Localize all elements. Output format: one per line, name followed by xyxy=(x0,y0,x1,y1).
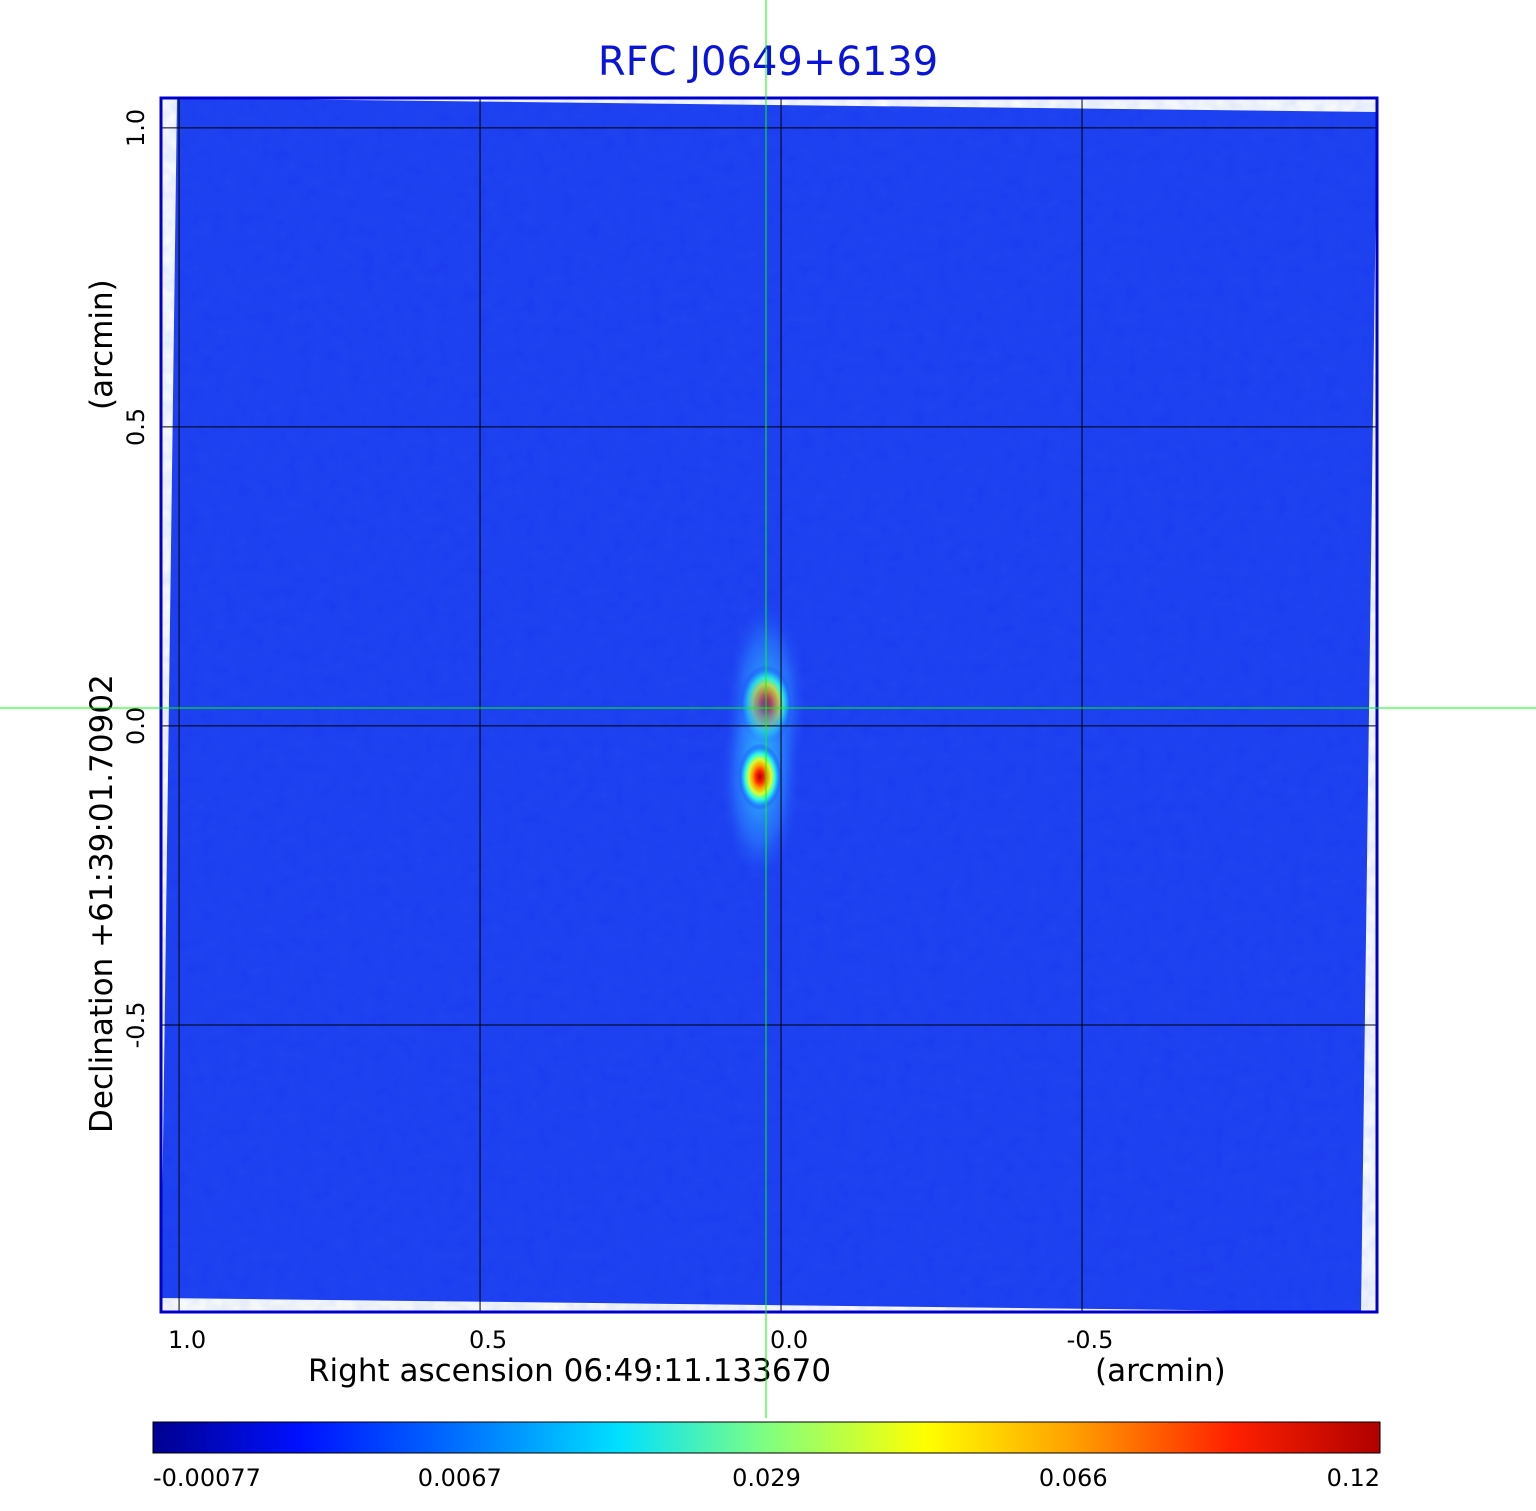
x-tick-label: 1.0 xyxy=(168,1326,206,1354)
plot-area xyxy=(159,96,1379,1314)
x-tick-labels: 1.0 0.5 0.0 -0.5 xyxy=(168,1326,1113,1354)
y-tick-label: 1.0 xyxy=(122,109,150,147)
colorbar-tick-label: 0.029 xyxy=(732,1464,801,1492)
x-tick-label: 0.5 xyxy=(469,1326,507,1354)
colorbar-tick-label: 0.0067 xyxy=(418,1464,502,1492)
y-axis-label: Declination +61:39:01.70902 xyxy=(84,674,120,1133)
colorbar-tick-label: 0.066 xyxy=(1039,1464,1108,1492)
y-tick-label: -0.5 xyxy=(122,1002,150,1049)
y-tick-label: 0.0 xyxy=(122,707,150,745)
x-tick-label: -0.5 xyxy=(1067,1326,1114,1354)
y-tick-labels: 1.0 0.5 0.0 -0.5 xyxy=(122,109,150,1049)
y-tick-label: 0.5 xyxy=(122,408,150,446)
crosshair xyxy=(0,0,1536,1418)
chart-title: RFC J0649+6139 xyxy=(598,39,938,85)
colorbar-tick-labels: -0.00077 0.0067 0.029 0.066 0.12 xyxy=(153,1464,1380,1492)
colorbar-tick-label: -0.00077 xyxy=(153,1464,261,1492)
plot-frame xyxy=(159,96,1379,1314)
source-secondary xyxy=(738,743,782,811)
x-axis-label: Right ascension 06:49:11.133670 xyxy=(308,1353,831,1389)
colorbar xyxy=(152,1421,1381,1454)
y-axis-unit: (arcmin) xyxy=(84,279,120,410)
x-tick-label: 0.0 xyxy=(770,1326,808,1354)
colorbar-tick-label: 0.12 xyxy=(1327,1464,1380,1492)
x-axis-unit: (arcmin) xyxy=(1095,1353,1226,1389)
